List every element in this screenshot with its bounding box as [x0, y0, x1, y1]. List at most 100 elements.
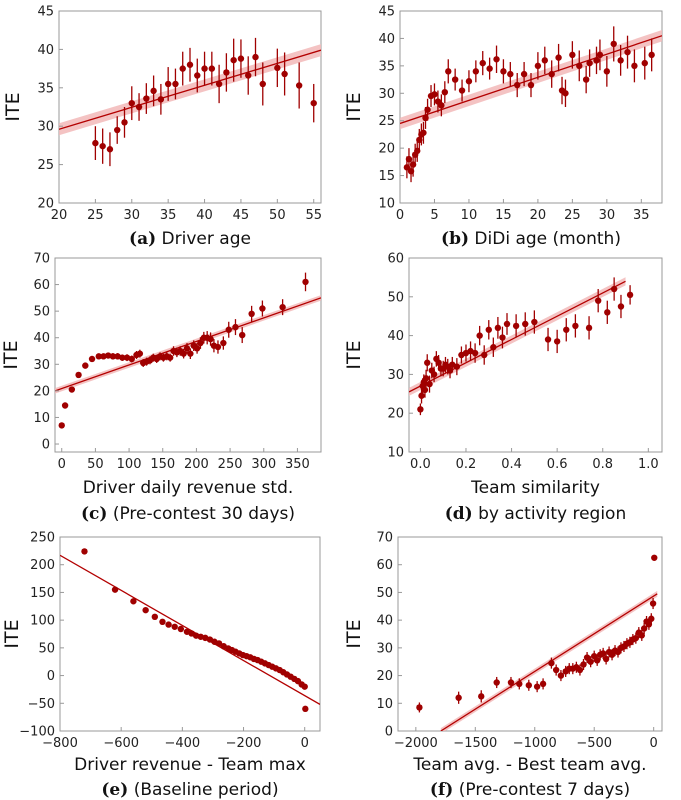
data-point — [431, 91, 438, 98]
x-tick-label: 25 — [564, 208, 581, 223]
data-point — [485, 326, 492, 333]
data-point — [248, 310, 255, 318]
data-point — [582, 76, 590, 83]
data-point — [500, 68, 507, 75]
data-point — [274, 64, 281, 72]
data-point — [631, 62, 638, 70]
data-point — [645, 621, 653, 628]
data-point — [186, 61, 194, 68]
data-point — [478, 693, 485, 700]
data-point — [111, 586, 119, 593]
y-tick-label: 10 — [378, 197, 395, 212]
x-tick-label: 5 — [430, 208, 438, 223]
data-point — [58, 422, 65, 429]
y-tick-label: 40 — [376, 614, 393, 629]
y-tick-label: 60 — [33, 278, 50, 293]
data-point — [553, 338, 561, 345]
y-tick-label: 15 — [378, 169, 395, 184]
data-point — [617, 57, 624, 64]
data-point — [624, 48, 631, 56]
plot-area — [400, 26, 662, 183]
data-point — [171, 623, 178, 630]
data-point — [507, 70, 514, 78]
data-point — [514, 81, 521, 89]
data-point — [541, 57, 548, 64]
data-point — [142, 606, 149, 614]
data-point — [183, 345, 191, 352]
y-tick-label: 45 — [37, 5, 54, 20]
data-point — [569, 51, 576, 59]
data-point — [245, 72, 252, 79]
data-point — [445, 68, 452, 75]
y-tick-label: 40 — [378, 32, 395, 47]
x-tick-label: −800 — [42, 736, 78, 751]
data-point — [417, 406, 424, 413]
regression-line — [60, 554, 320, 705]
data-point — [465, 78, 473, 85]
data-point — [180, 350, 187, 357]
data-point — [610, 285, 618, 293]
chart-panel-a: 20 25 30 35 40 45 50 55 20 25 30 35 40 45 ITE (a) Drive… — [2, 5, 322, 250]
data-point — [215, 80, 223, 88]
data-point — [640, 625, 648, 632]
data-point — [223, 69, 230, 76]
data-point — [114, 126, 121, 134]
y-tick-label: 0 — [47, 669, 55, 684]
data-point — [172, 80, 179, 88]
data-point — [626, 291, 634, 299]
data-point — [220, 339, 227, 347]
data-point — [310, 99, 317, 107]
data-point — [490, 344, 497, 351]
y-tick-label: 40 — [37, 43, 54, 58]
data-point — [503, 320, 511, 328]
data-point — [593, 57, 600, 64]
data-point — [281, 70, 288, 78]
data-point — [81, 548, 88, 555]
data-point — [499, 334, 506, 341]
x-axis-label: Driver revenue - Team max — [74, 755, 306, 775]
plot-area — [55, 272, 321, 429]
data-point — [68, 386, 76, 393]
y-axis-label: ITE — [0, 340, 22, 369]
data-point — [486, 65, 493, 72]
chart-panel-d: 0.0 0.2 0.4 0.6 0.8 1.0 10 20 30 40 50 60 ITE Team si… — [343, 252, 663, 524]
data-point — [82, 362, 89, 369]
data-point — [197, 339, 204, 347]
data-point — [512, 322, 520, 330]
data-point — [476, 332, 483, 339]
y-axis-label: ITE — [343, 92, 365, 121]
data-point — [159, 618, 166, 626]
data-point — [649, 600, 657, 607]
data-point — [424, 106, 431, 113]
data-point — [92, 139, 99, 147]
plot-area — [416, 554, 658, 731]
data-point — [493, 56, 500, 63]
y-tick-label: 0 — [385, 725, 393, 740]
plot-frame — [59, 536, 321, 732]
data-point — [208, 65, 216, 72]
data-point — [301, 683, 308, 690]
data-point — [424, 359, 431, 366]
data-point — [252, 53, 259, 61]
y-tick-label: 200 — [30, 558, 55, 573]
data-point — [544, 336, 552, 343]
x-tick-label: 35 — [633, 208, 650, 223]
data-point — [520, 70, 528, 78]
x-tick-label: 55 — [305, 208, 322, 223]
data-point — [165, 621, 172, 628]
x-tick-label: 0.8 — [592, 457, 613, 472]
data-point — [207, 335, 214, 343]
data-point — [119, 354, 126, 361]
data-point — [557, 672, 565, 679]
plot-frame — [399, 10, 663, 204]
y-tick-label: 0 — [42, 438, 50, 453]
x-tick-label: 0.6 — [547, 457, 568, 472]
x-tick-label: 0.4 — [501, 457, 522, 472]
y-tick-label: 20 — [37, 197, 54, 212]
x-tick-label: 250 — [218, 457, 243, 472]
x-tick-label: 30 — [124, 208, 141, 223]
data-point — [157, 96, 165, 103]
panel-caption: (a) Driver age — [129, 229, 251, 249]
data-point — [603, 68, 611, 75]
data-point — [418, 392, 425, 399]
